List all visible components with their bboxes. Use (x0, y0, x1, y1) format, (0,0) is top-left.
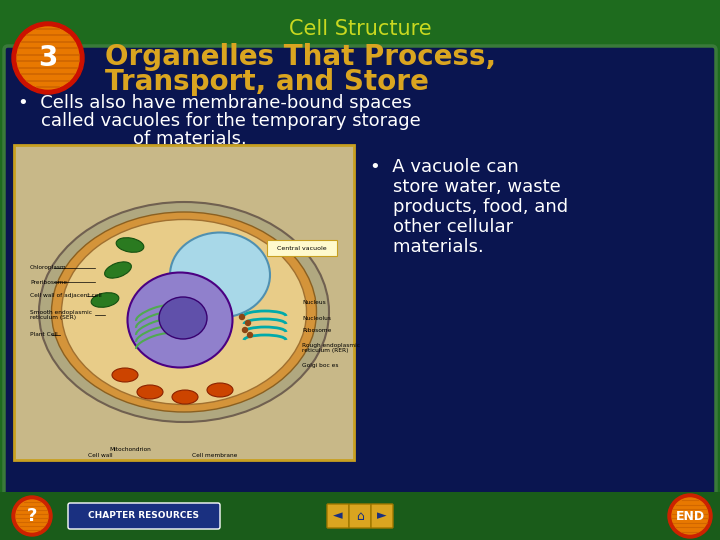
Circle shape (672, 498, 708, 534)
Text: Smooth endoplasmic
reticulum (SER): Smooth endoplasmic reticulum (SER) (30, 309, 92, 320)
Text: Cell wall of adjacent cell: Cell wall of adjacent cell (30, 294, 102, 299)
FancyBboxPatch shape (4, 46, 716, 496)
Text: other cellular: other cellular (370, 218, 513, 236)
Text: •  Cells also have membrane-bound spaces: • Cells also have membrane-bound spaces (18, 94, 412, 112)
Text: Organelles That Process,: Organelles That Process, (105, 43, 496, 71)
Text: •  A vacuole can: • A vacuole can (370, 158, 518, 176)
Ellipse shape (112, 368, 138, 382)
Text: Cell membrane: Cell membrane (192, 453, 238, 458)
Text: 3: 3 (38, 44, 58, 72)
FancyBboxPatch shape (68, 503, 220, 529)
Text: materials.: materials. (370, 238, 484, 256)
Circle shape (243, 327, 248, 333)
FancyBboxPatch shape (0, 492, 720, 540)
Ellipse shape (91, 293, 119, 307)
Text: Cell wall: Cell wall (88, 453, 112, 458)
FancyBboxPatch shape (14, 145, 354, 460)
Ellipse shape (172, 390, 198, 404)
FancyBboxPatch shape (371, 504, 393, 528)
Text: of materials.: of materials. (18, 130, 247, 148)
Text: Cell Structure: Cell Structure (289, 19, 431, 39)
FancyBboxPatch shape (349, 504, 371, 528)
Text: Plant Cell: Plant Cell (30, 333, 58, 338)
Text: CHAPTER RESOURCES: CHAPTER RESOURCES (89, 511, 199, 521)
Text: Preribosome: Preribosome (30, 280, 67, 285)
Ellipse shape (104, 262, 131, 278)
Text: Golgi boc es: Golgi boc es (302, 362, 338, 368)
Circle shape (246, 321, 251, 326)
Text: ◄: ◄ (333, 510, 343, 523)
FancyBboxPatch shape (267, 240, 337, 256)
Circle shape (16, 500, 48, 532)
Text: Nucleolus: Nucleolus (302, 315, 331, 321)
Text: ?: ? (27, 507, 37, 525)
Ellipse shape (159, 297, 207, 339)
Ellipse shape (207, 383, 233, 397)
Circle shape (12, 496, 52, 536)
FancyBboxPatch shape (327, 504, 349, 528)
Circle shape (668, 494, 712, 538)
Ellipse shape (39, 202, 329, 422)
Text: ►: ► (377, 510, 387, 523)
Ellipse shape (137, 385, 163, 399)
Text: Mitochondrion: Mitochondrion (109, 447, 151, 452)
Text: Ribosome: Ribosome (302, 327, 331, 333)
Text: Nucleus: Nucleus (302, 300, 325, 306)
Text: store water, waste: store water, waste (370, 178, 561, 196)
Text: products, food, and: products, food, and (370, 198, 568, 216)
Circle shape (12, 22, 84, 94)
Circle shape (17, 27, 79, 89)
Ellipse shape (61, 219, 307, 404)
Text: Central vacuole: Central vacuole (277, 246, 327, 251)
Circle shape (248, 333, 253, 338)
Ellipse shape (127, 273, 233, 368)
Text: Transport, and Store: Transport, and Store (105, 68, 429, 96)
Text: Chloroplasm: Chloroplasm (30, 266, 67, 271)
Text: called vacuoles for the temporary storage: called vacuoles for the temporary storag… (18, 112, 420, 130)
Text: END: END (675, 510, 705, 523)
Text: Rough endoplasmic
reticulum (RER): Rough endoplasmic reticulum (RER) (302, 342, 360, 353)
Text: ⌂: ⌂ (356, 510, 364, 523)
Ellipse shape (52, 212, 317, 412)
Ellipse shape (116, 238, 144, 252)
Ellipse shape (170, 233, 270, 318)
Circle shape (240, 314, 245, 320)
